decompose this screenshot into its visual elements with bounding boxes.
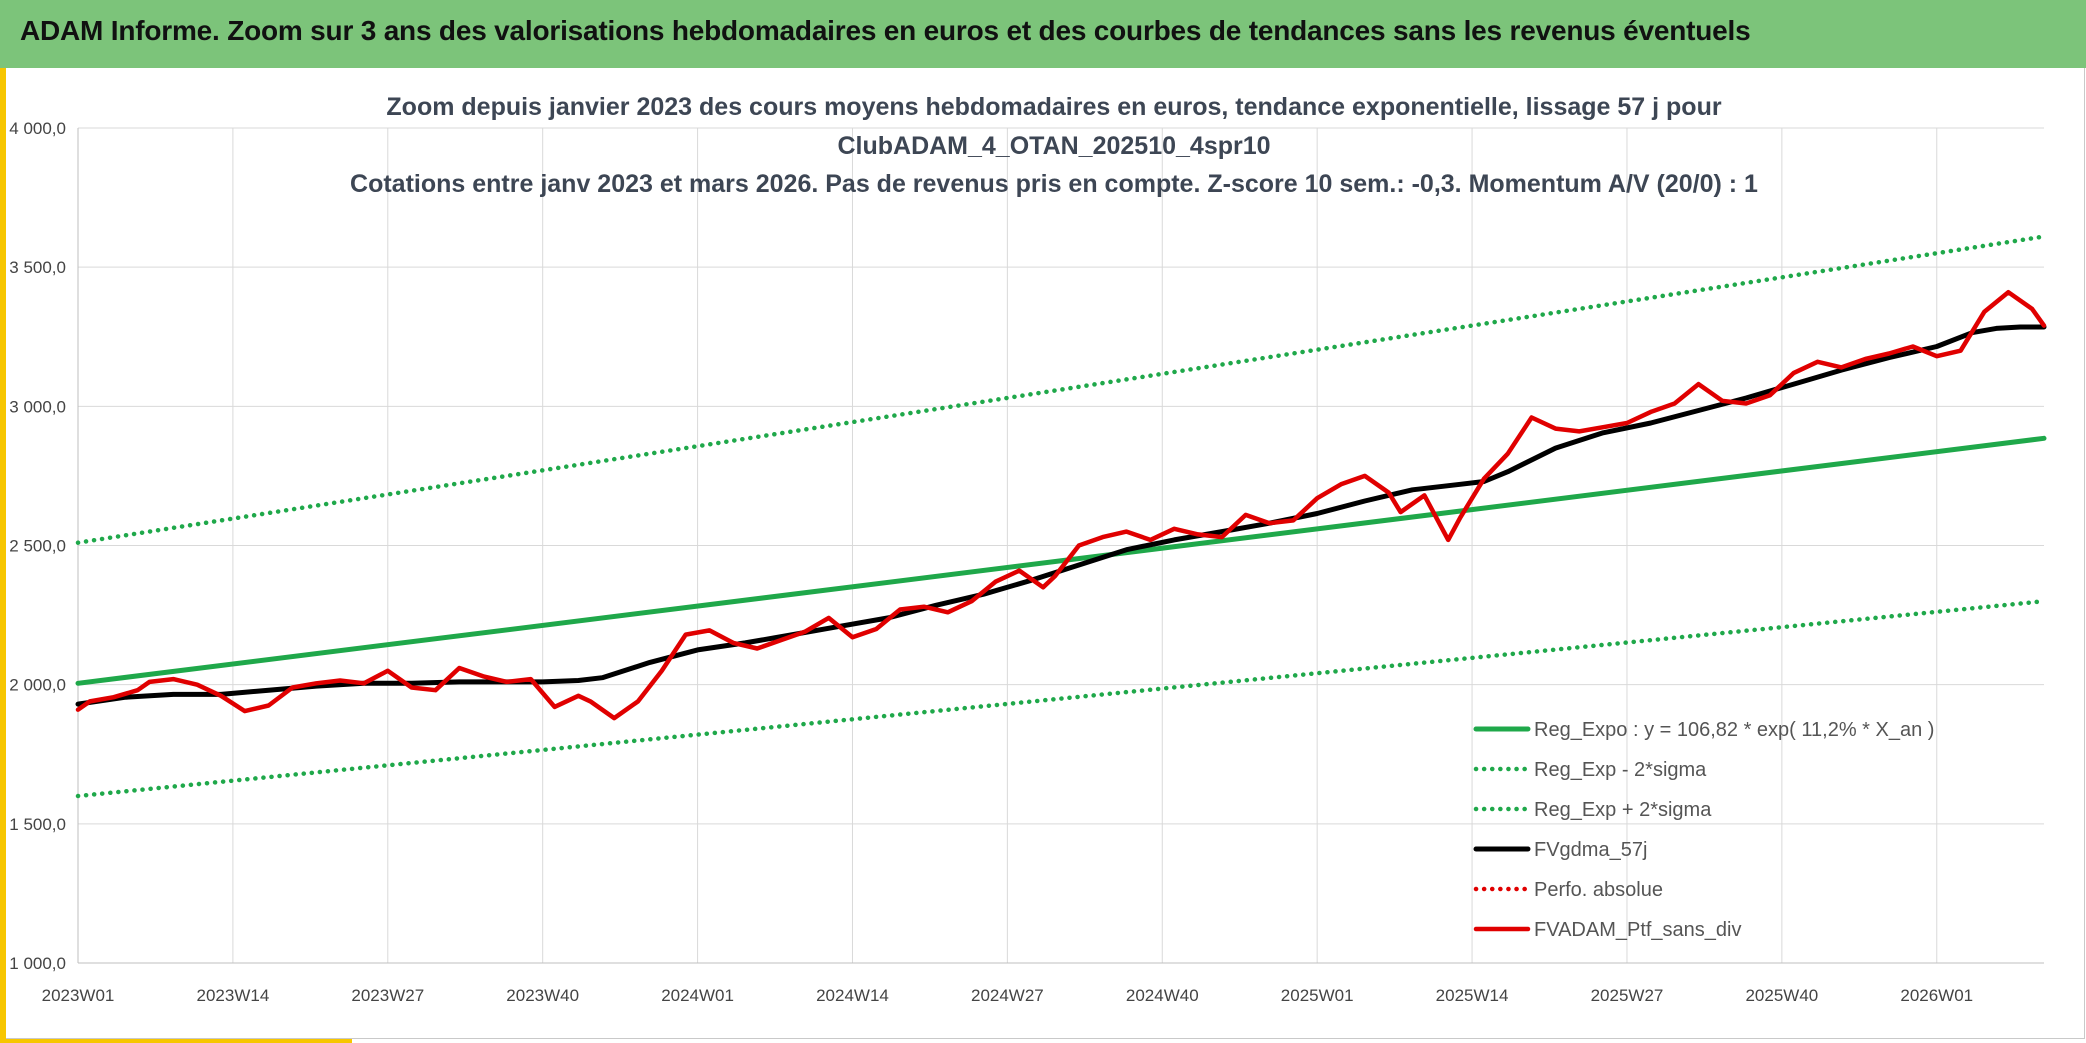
header-banner: ADAM Informe. Zoom sur 3 ans des valoris… [0, 0, 2086, 68]
legend-label: Perfo. absolue [1534, 879, 1663, 901]
y-tick-label: 1 000,0 [9, 954, 66, 973]
series-line-fvadam-ptf-sans-div [75, 289, 2047, 721]
grid [77, 127, 2044, 964]
x-tick-label: 2024W01 [661, 986, 734, 1005]
x-tick-label: 2023W40 [506, 986, 579, 1005]
x-tick-label: 2024W27 [971, 986, 1044, 1005]
legend-label: Reg_Expo : y = 106,82 * exp( 11,2% * X_a… [1534, 719, 1934, 741]
series-line-reg-exp-2-sigma [75, 234, 2047, 545]
legend-label: Reg_Exp + 2*sigma [1534, 799, 1712, 821]
chart-frame: 1 000,0 1 500,0 2 000,0 2 500,0 3 000,0 3 500… [6, 68, 2085, 1039]
y-tick-label: 4 000,0 [9, 119, 66, 138]
series-line-reg-exp-2-sigma [75, 598, 2047, 799]
x-tick-label: 2023W01 [42, 986, 115, 1005]
y-tick-label: 3 000,0 [9, 397, 66, 416]
legend-label: FVgdma_57j [1534, 839, 1647, 861]
chart-title-line-1: Zoom depuis janvier 2023 des cours moyen… [386, 93, 1721, 121]
series [75, 234, 2047, 799]
x-tick-label: 2025W27 [1591, 986, 1664, 1005]
legend-label: FVADAM_Ptf_sans_div [1534, 919, 1742, 941]
series-line-fvgdma-57j [75, 324, 2047, 707]
y-tick-label: 2 500,0 [9, 537, 66, 556]
accent-bar-bottom [0, 1038, 352, 1043]
chart: 1 000,0 1 500,0 2 000,0 2 500,0 3 000,0 3 500… [9, 93, 2047, 1005]
x-tick-label: 2024W40 [1126, 986, 1199, 1005]
banner-title: ADAM Informe. Zoom sur 3 ans des valoris… [20, 15, 1751, 46]
x-tick-label: 2026W01 [1900, 986, 1973, 1005]
axes: 1 000,0 1 500,0 2 000,0 2 500,0 3 000,0 3 500… [9, 119, 2044, 1005]
y-tick-label: 1 500,0 [9, 815, 66, 834]
legend-label: Reg_Exp - 2*sigma [1534, 759, 1707, 781]
series-line-reg-expo-y-106-82-exp-11-2-x-an [75, 435, 2047, 686]
accent-bar-left [0, 68, 6, 1043]
chart-title-line-3: Cotations entre janv 2023 et mars 2026. … [350, 170, 1758, 198]
x-tick-label: 2024W14 [816, 986, 889, 1005]
legend: Reg_Expo : y = 106,82 * exp( 11,2% * X_a… [1473, 719, 1934, 941]
x-tick-label: 2025W40 [1745, 986, 1818, 1005]
x-tick-label: 2025W14 [1436, 986, 1509, 1005]
chart-title-line-2: ClubADAM_4_OTAN_202510_4spr10 [837, 132, 1270, 160]
y-tick-label: 3 500,0 [9, 258, 66, 277]
x-tick-label: 2023W27 [351, 986, 424, 1005]
x-tick-label: 2023W14 [197, 986, 270, 1005]
y-tick-label: 2 000,0 [9, 676, 66, 695]
x-tick-label: 2025W01 [1281, 986, 1354, 1005]
chart-title: Zoom depuis janvier 2023 des cours moyen… [350, 93, 1758, 198]
